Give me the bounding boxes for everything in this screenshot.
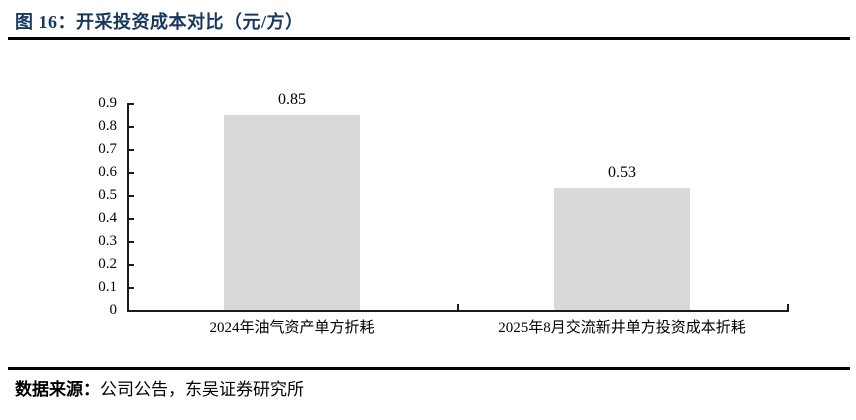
source-text: 公司公告，东吴证券研究所 [100, 380, 304, 399]
source-line: 数据来源：公司公告，东吴证券研究所 [15, 378, 304, 402]
y-axis-tick-label: 0.5 [98, 187, 117, 203]
y-axis-tick-label: 0.6 [98, 164, 117, 180]
y-axis-tick-mark [128, 241, 134, 243]
bar-value-label: 0.85 [278, 90, 306, 108]
bar-value-label: 0.53 [608, 164, 636, 182]
y-axis-tick-mark [128, 287, 134, 289]
bar [224, 114, 360, 310]
y-axis-tick-label: 0.9 [98, 95, 117, 111]
y-axis-tick-label: 0.1 [98, 279, 117, 295]
y-axis-tick-mark [128, 264, 134, 266]
y-axis-tick-mark [128, 172, 134, 174]
y-axis-tick-mark [128, 218, 134, 220]
y-axis-tick-label: 0 [109, 302, 118, 318]
y-axis-tick-label: 0.8 [98, 118, 117, 134]
y-axis-tick-mark [128, 126, 134, 128]
footer-rule [8, 367, 850, 370]
x-axis-line [127, 310, 789, 312]
x-axis-tick-mark [787, 304, 789, 310]
y-axis-tick-mark [128, 195, 134, 197]
y-axis-tick-label: 0.3 [98, 233, 117, 249]
y-axis-tick-mark [128, 149, 134, 151]
y-axis-tick-mark [128, 103, 134, 105]
y-axis-tick-label: 0.2 [98, 256, 117, 272]
x-axis-tick-mark [457, 304, 459, 310]
y-axis-tick-label: 0.4 [98, 210, 117, 226]
bar [554, 188, 690, 310]
x-axis-category-label: 2025年8月交流新井单方投资成本折耗 [498, 320, 746, 336]
y-axis-tick-label: 0.7 [98, 141, 117, 157]
figure-title: 图 16：开采投资成本对比（元/方） [15, 12, 304, 32]
y-axis-line [127, 103, 129, 312]
source-prefix-label: 数据来源： [15, 380, 100, 399]
title-rule [8, 37, 850, 40]
x-axis-category-label: 2024年油气资产单方折耗 [209, 320, 375, 336]
